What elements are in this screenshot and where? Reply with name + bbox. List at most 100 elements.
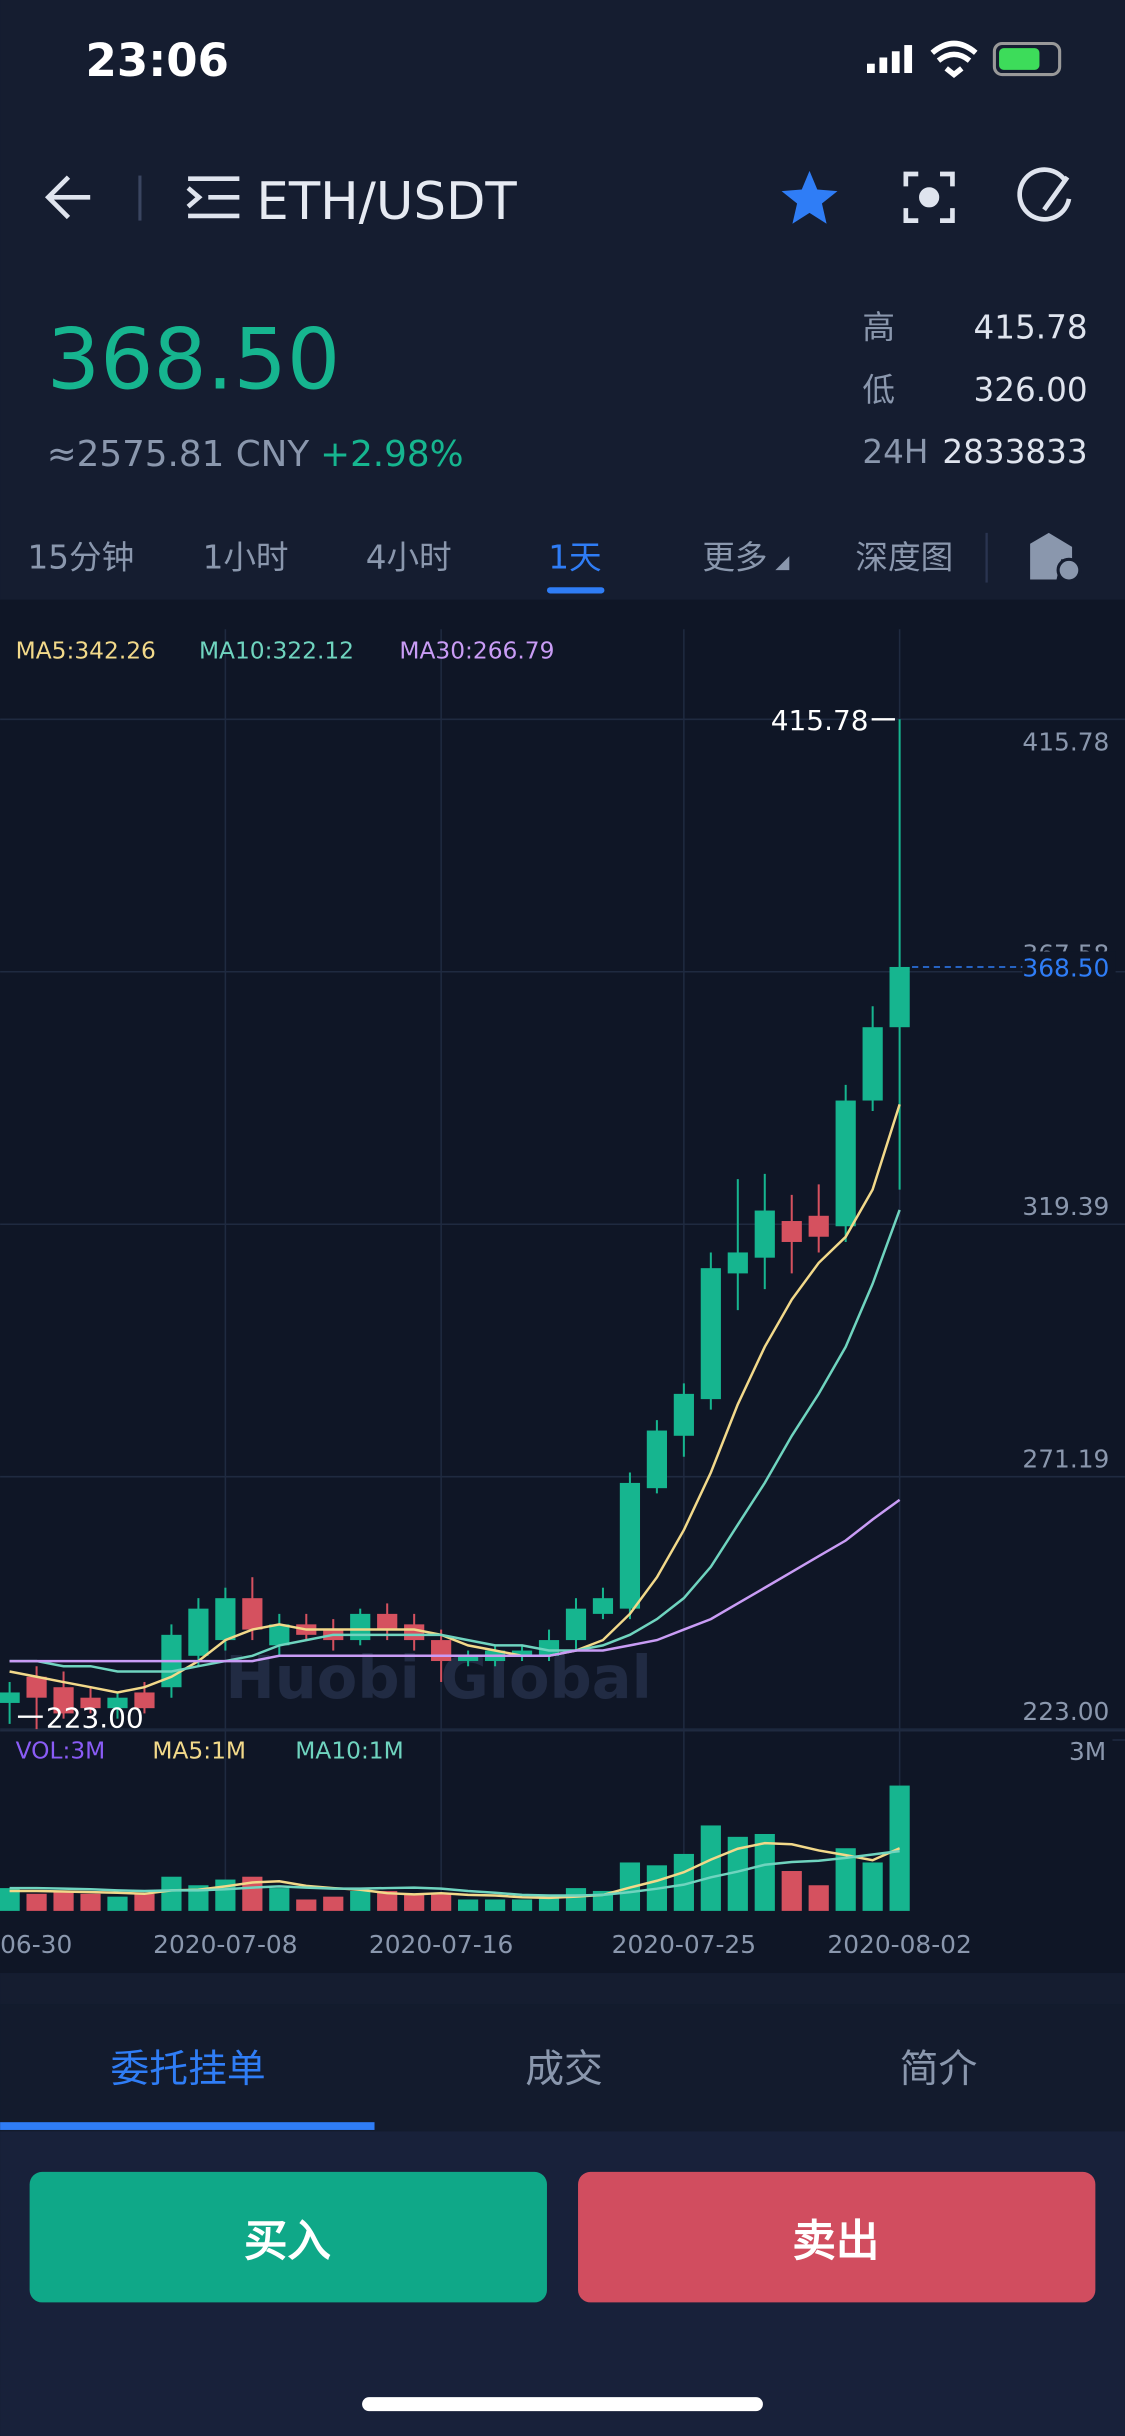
candle-body: [431, 1640, 452, 1662]
volume-legend: VOL:3M: [16, 1738, 106, 1765]
stat-value: 326.00: [973, 371, 1087, 409]
x-tick-label: 06-30: [0, 1930, 72, 1959]
volume-bar: [862, 1862, 883, 1911]
interval-tab[interactable]: 15分钟: [28, 539, 135, 577]
buy-button[interactable]: [29, 2171, 547, 2303]
sell-button[interactable]: [578, 2171, 1096, 2303]
volume-bar: [673, 1853, 694, 1911]
volume-legend-entry: MA10:1M: [295, 1738, 403, 1765]
active-underline: [546, 587, 605, 594]
volume-bar: [538, 1896, 560, 1911]
ma-line: [9, 1104, 901, 1694]
refresh-button[interactable]: [1017, 167, 1072, 222]
ma-line: [9, 1209, 901, 1673]
y-tick-label: 415.78: [1022, 727, 1109, 756]
candle-body: [350, 1613, 371, 1641]
low-marker-label: 223.00: [46, 1702, 144, 1735]
last-price: 368.50: [47, 310, 340, 408]
y-tick-label: 319.39: [1022, 1192, 1109, 1221]
status-time: 23:06: [86, 34, 229, 87]
candle-body: [458, 1655, 479, 1662]
scan-button[interactable]: [903, 171, 955, 223]
cny-price: ≈2575.81 CNY: [47, 434, 310, 475]
volume-bar: [0, 1888, 20, 1911]
volume-bar: [511, 1899, 533, 1911]
volume-bar: [835, 1848, 856, 1911]
candle-body: [673, 1393, 694, 1436]
signal-icon: [867, 45, 913, 74]
sell-label[interactable]: 卖出: [792, 2217, 879, 2267]
candle-body: [862, 1027, 883, 1101]
chart: 06-30 2020-07-08 2020-07-16 2020-07-25 2020-…: [0, 629, 1125, 1959]
legend-entry: MA10:322.12: [199, 638, 354, 665]
ma-line: [9, 1498, 901, 1663]
volume-tick-label: 3M: [1069, 1737, 1106, 1766]
candle-body: [889, 966, 910, 1028]
volume-bar: [458, 1899, 479, 1911]
candle-body: [592, 1598, 614, 1614]
volume-bar: [781, 1871, 802, 1911]
candle-body: [511, 1650, 533, 1656]
x-tick-label: 2020-07-16: [369, 1930, 513, 1959]
last-price-label: 368.50: [1022, 953, 1109, 982]
menu-icon[interactable]: [186, 176, 240, 219]
favorite-star[interactable]: [781, 170, 838, 224]
candle-body: [781, 1221, 802, 1242]
price-change: +2.98%: [320, 434, 463, 475]
candle-body: [269, 1624, 290, 1646]
candle-body: [242, 1598, 263, 1630]
interval-tab[interactable]: 4小时: [366, 539, 452, 577]
bottom-tab-active[interactable]: 委托挂单: [110, 2047, 265, 2092]
candle-body: [215, 1598, 236, 1641]
stat-value: 415.78: [973, 309, 1087, 347]
candle-body: [404, 1624, 425, 1641]
x-tick-label: 2020-07-25: [612, 1930, 756, 1959]
volume-bar: [188, 1885, 209, 1911]
candle-body: [80, 1697, 101, 1709]
chart-background: [0, 599, 1125, 1974]
volume-bar: [484, 1899, 506, 1911]
candle-body: [53, 1687, 74, 1714]
candle-body: [619, 1482, 641, 1609]
volume-bar: [80, 1893, 101, 1911]
stat-label: 24H: [862, 433, 928, 471]
volume-bar: [700, 1825, 721, 1911]
volume-bar: [26, 1893, 47, 1911]
depth-tab[interactable]: 深度图: [855, 539, 953, 577]
candle-body: [188, 1608, 209, 1656]
battery-level: [999, 48, 1040, 70]
volume-bar: [323, 1896, 344, 1911]
pair-title[interactable]: ETH/USDT: [256, 172, 517, 232]
chart-settings-button[interactable]: [1030, 532, 1082, 583]
candle-body: [134, 1692, 155, 1709]
more-triangle: [775, 556, 790, 571]
high-marker-label: 415.78: [771, 704, 869, 737]
volume-bar: [269, 1888, 290, 1911]
back-button[interactable]: [44, 175, 91, 220]
volume-bar: [377, 1890, 398, 1911]
candle-body: [377, 1613, 398, 1630]
volume-bar: [107, 1896, 128, 1911]
bottom-tab[interactable]: 成交: [525, 2047, 603, 2092]
volume-bar: [889, 1785, 910, 1911]
bottom-tab-underline: [0, 2122, 375, 2130]
buy-label[interactable]: 买入: [244, 2217, 331, 2267]
more-tab[interactable]: 更多: [702, 539, 767, 577]
separator: [0, 1973, 1125, 2005]
volume-bar: [431, 1893, 452, 1911]
volume-bar: [754, 1833, 775, 1911]
top-background: [0, 0, 1125, 600]
bottom-tab[interactable]: 简介: [900, 2047, 978, 2092]
x-tick-label: 2020-08-02: [827, 1930, 971, 1959]
candle-body: [646, 1430, 667, 1489]
candle-body: [0, 1692, 20, 1703]
y-tick-label: 271.19: [1022, 1444, 1109, 1473]
stat-label: 高: [862, 309, 895, 347]
interval-tab[interactable]: 1小时: [203, 539, 289, 577]
volume-bar: [808, 1885, 829, 1911]
interval-tab-active[interactable]: 1天: [548, 539, 601, 577]
volume-legend-entry: MA5:1M: [152, 1738, 246, 1765]
last-price-tag: [1022, 951, 1116, 983]
